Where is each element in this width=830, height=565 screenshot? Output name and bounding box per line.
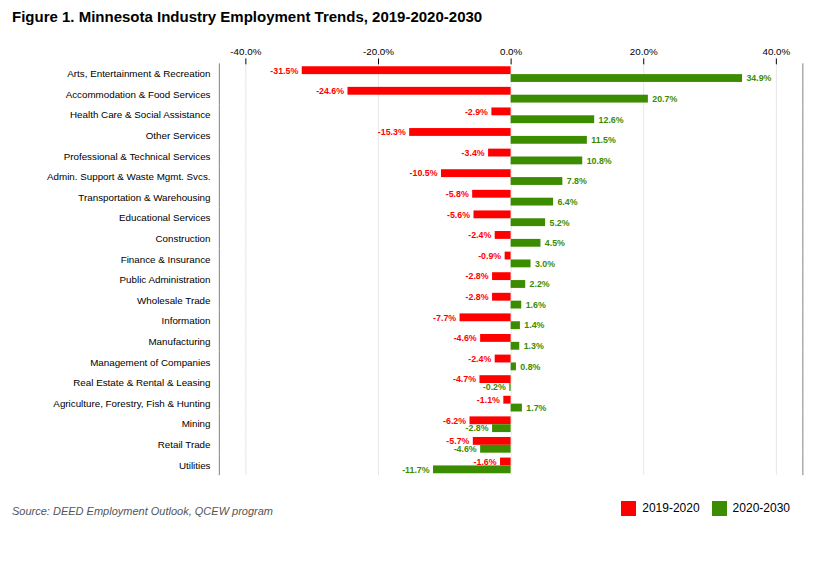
svg-text:Management of Companies: Management of Companies <box>90 357 210 368</box>
svg-text:11.5%: 11.5% <box>591 135 616 145</box>
svg-text:Agriculture, Forestry, Fish &: Agriculture, Forestry, Fish & Hunting <box>53 398 210 409</box>
svg-text:Educational Services: Educational Services <box>119 212 211 223</box>
svg-text:12.6%: 12.6% <box>599 115 624 125</box>
svg-text:-4.6%: -4.6% <box>454 333 477 343</box>
svg-text:Health Care & Social Assistanc: Health Care & Social Assistance <box>70 109 211 120</box>
svg-text:Construction: Construction <box>156 233 211 244</box>
svg-text:-1.6%: -1.6% <box>474 457 497 467</box>
svg-text:6.4%: 6.4% <box>557 197 577 207</box>
svg-text:-1.1%: -1.1% <box>477 395 500 405</box>
svg-text:-4.7%: -4.7% <box>453 374 476 384</box>
svg-text:2.2%: 2.2% <box>530 279 550 289</box>
svg-text:20.0%: 20.0% <box>630 46 658 57</box>
svg-text:7.8%: 7.8% <box>567 176 587 186</box>
svg-text:Mining: Mining <box>182 418 211 429</box>
svg-text:-7.7%: -7.7% <box>433 313 456 323</box>
svg-text:-4.6%: -4.6% <box>454 444 477 454</box>
svg-text:-2.8%: -2.8% <box>466 423 489 433</box>
svg-text:-0.9%: -0.9% <box>478 251 501 261</box>
html-text:2019-2020: 2019-2020 <box>642 501 700 516</box>
svg-text:-15.3%: -15.3% <box>378 127 406 137</box>
svg-text:Finance & Insurance: Finance & Insurance <box>121 254 211 265</box>
svg-text:-5.7%: -5.7% <box>446 436 470 447</box>
svg-text:Utilities: Utilities <box>179 460 211 471</box>
svg-text:-10.5%: -10.5% <box>410 168 438 178</box>
svg-text:-6.2%: -6.2% <box>443 416 466 426</box>
svg-text:0.8%: 0.8% <box>520 362 540 372</box>
svg-text:Real Estate & Rental & Leasing: Real Estate & Rental & Leasing <box>73 377 210 388</box>
html-text:Figure 1. Minnesota Industry E: Figure 1. Minnesota Industry Employment … <box>12 8 483 25</box>
svg-text:40.0%: 40.0% <box>762 46 790 57</box>
svg-text:4.5%: 4.5% <box>545 238 565 248</box>
svg-text:Information: Information <box>162 315 211 326</box>
svg-text:Public Administration: Public Administration <box>120 274 211 285</box>
svg-text:-2.8%: -2.8% <box>466 271 489 281</box>
svg-text:Accommodation & Food Services: Accommodation & Food Services <box>66 89 211 100</box>
svg-text:-2.8%: -2.8% <box>466 292 489 302</box>
svg-text:-11.7%: -11.7% <box>402 465 430 475</box>
svg-text:34.9%: 34.9% <box>746 73 771 83</box>
svg-text:-31.5%: -31.5% <box>270 66 298 76</box>
svg-text:-3.4%: -3.4% <box>462 148 485 158</box>
svg-text:-20.0%: -20.0% <box>363 46 394 57</box>
svg-text:Wholesale Trade: Wholesale Trade <box>137 295 211 306</box>
svg-text:-24.6%: -24.6% <box>316 86 344 96</box>
svg-text:-5.8%: -5.8% <box>446 189 469 199</box>
svg-text:Transportation & Warehousing: Transportation & Warehousing <box>78 192 210 203</box>
svg-text:-2.4%: -2.4% <box>468 354 491 364</box>
svg-text:-2.4%: -2.4% <box>468 230 491 240</box>
svg-text:Other Services: Other Services <box>146 130 211 141</box>
svg-text:10.8%: 10.8% <box>587 156 612 166</box>
html-text:2020-2030: 2020-2030 <box>732 501 790 516</box>
svg-text:Admin. Support & Waste Mgmt. S: Admin. Support & Waste Mgmt. Svcs. <box>47 171 211 182</box>
svg-text:-2.9%: -2.9% <box>465 107 488 117</box>
svg-text:5.2%: 5.2% <box>550 218 570 228</box>
svg-text:1.7%: 1.7% <box>526 403 546 413</box>
svg-text:1.3%: 1.3% <box>524 341 544 351</box>
svg-text:1.6%: 1.6% <box>526 300 546 310</box>
svg-text:20.7%: 20.7% <box>652 94 677 104</box>
svg-text:-40.0%: -40.0% <box>230 46 261 57</box>
svg-text:-5.6%: -5.6% <box>447 210 470 220</box>
svg-text:Professional & Technical Servi: Professional & Technical Services <box>64 151 211 162</box>
svg-text:3.0%: 3.0% <box>535 259 555 269</box>
svg-text:Arts, Entertainment & Recreati: Arts, Entertainment & Recreation <box>67 68 210 79</box>
svg-text:-0.2%: -0.2% <box>483 382 506 392</box>
svg-text:Retail Trade: Retail Trade <box>158 439 211 450</box>
svg-text:Manufacturing: Manufacturing <box>148 336 210 347</box>
svg-text:1.4%: 1.4% <box>524 320 544 330</box>
html-text:Source: DEED Employment Outloo: Source: DEED Employment Outlook, QCEW pr… <box>12 505 273 518</box>
svg-text:0.0%: 0.0% <box>500 46 523 57</box>
